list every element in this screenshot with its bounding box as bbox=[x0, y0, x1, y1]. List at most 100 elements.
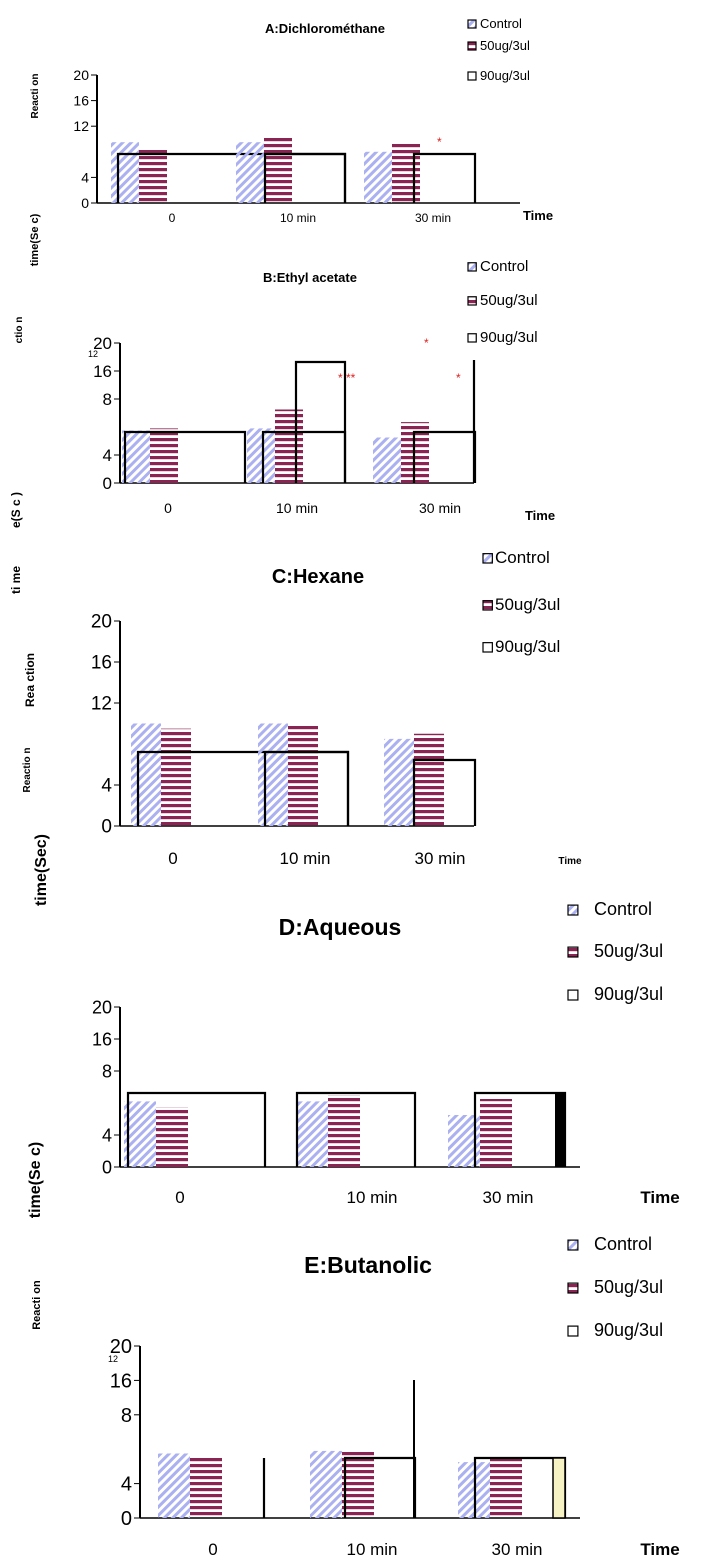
legend-label: Control bbox=[480, 16, 522, 31]
x-axis-title: Time bbox=[558, 856, 582, 867]
x-tick-label: 10 min bbox=[346, 1188, 397, 1207]
bar-90ug bbox=[295, 1091, 417, 1167]
significance-star: * bbox=[456, 371, 461, 385]
bar-control bbox=[310, 1450, 342, 1518]
bar-50ug bbox=[392, 142, 420, 203]
bar-90ug bbox=[263, 152, 347, 203]
y-axis-title: e(S c ) bbox=[9, 492, 23, 528]
legend-label: 90ug/3ul bbox=[480, 68, 530, 83]
legend-swatch bbox=[482, 600, 493, 611]
x-tick-label: 0 bbox=[169, 211, 176, 225]
y-tick-label: 0 bbox=[121, 1508, 132, 1530]
x-tick-label: 0 bbox=[168, 849, 177, 868]
y-axis-title: Reacti on bbox=[30, 73, 41, 118]
x-tick-label: 10 min bbox=[346, 1540, 397, 1559]
y-tick-label: 16 bbox=[92, 1029, 112, 1049]
y-tick-label: 20 bbox=[92, 997, 112, 1017]
x-tick-label: 30 min bbox=[491, 1540, 542, 1559]
bar-control bbox=[373, 437, 401, 483]
bar-90ug bbox=[294, 360, 347, 483]
bar-90ug bbox=[412, 152, 477, 203]
bar-control bbox=[236, 142, 264, 203]
bar-50ug bbox=[275, 409, 303, 483]
bar-50ug bbox=[490, 1457, 522, 1518]
bar-50ug bbox=[288, 723, 318, 826]
x-tick-label: 30 min bbox=[419, 500, 461, 516]
y-tick-label: 0 bbox=[81, 195, 89, 211]
x-axis-title: Time bbox=[640, 1540, 679, 1559]
legend-label: Control bbox=[480, 258, 528, 275]
chart-title: B:Ethyl acetate bbox=[263, 270, 357, 285]
y-tick-label: 0 bbox=[103, 474, 112, 493]
legend-label: 50ug/3ul bbox=[480, 38, 530, 53]
bar-50ug bbox=[190, 1457, 222, 1518]
legend-swatch bbox=[567, 946, 579, 958]
y-axis-title: Rea ction bbox=[23, 653, 37, 707]
bar-90ug bbox=[263, 750, 350, 826]
bar-control bbox=[111, 142, 139, 203]
bar-50ug bbox=[328, 1095, 360, 1167]
legend-swatch bbox=[567, 1325, 579, 1337]
bar-90ug bbox=[123, 430, 247, 483]
legend-label: Control bbox=[495, 548, 550, 567]
y-tick-label: 4 bbox=[81, 169, 89, 185]
bar-control bbox=[384, 738, 414, 826]
y-tick-label: 0 bbox=[102, 1157, 112, 1177]
significance-star: * ** bbox=[338, 371, 356, 385]
y-tick-label: 4 bbox=[102, 1125, 112, 1145]
bar-90ug bbox=[126, 1091, 267, 1167]
significance-star: * bbox=[424, 336, 429, 350]
y-tick-label: 8 bbox=[102, 1061, 112, 1081]
legend-swatch bbox=[467, 41, 477, 51]
y-tick-label: 16 bbox=[110, 1370, 132, 1392]
x-tick-label: 30 min bbox=[482, 1188, 533, 1207]
y-axis-title: time(Se c) bbox=[27, 1142, 44, 1218]
bar-control bbox=[247, 428, 275, 483]
legend-swatch bbox=[467, 296, 477, 306]
bar-control bbox=[131, 723, 161, 826]
legend-swatch bbox=[467, 333, 477, 343]
bar-control bbox=[258, 723, 288, 826]
y-axis-title: ctio n bbox=[14, 317, 25, 344]
bar-control bbox=[124, 1101, 156, 1167]
x-tick-label: 30 min bbox=[415, 211, 451, 225]
y-tick-label: 4 bbox=[101, 776, 112, 797]
y-axis-title: time(Se c) bbox=[29, 213, 41, 266]
legend-label: 90ug/3ul bbox=[480, 329, 538, 346]
chart-panel: C:Hexane 0 4 12 16 20 0 10 min 30 min Time Control… bbox=[9, 492, 582, 906]
x-axis-title: Time bbox=[523, 208, 553, 223]
legend-label: Control bbox=[594, 1234, 652, 1254]
y-tick-label: 20 bbox=[91, 612, 112, 633]
legend-label: 90ug/3ul bbox=[594, 984, 663, 1004]
y-tick-label: 20 bbox=[110, 1336, 132, 1358]
y-tick-label: 12 bbox=[91, 694, 112, 715]
bar-control bbox=[158, 1453, 190, 1518]
x-tick-label: 0 bbox=[208, 1540, 217, 1559]
bar-90ug bbox=[552, 1457, 566, 1519]
chart-title: E:Butanolic bbox=[304, 1252, 432, 1278]
legend-label: 50ug/3ul bbox=[480, 292, 538, 309]
bar-50ug bbox=[139, 148, 167, 203]
bar-50ug bbox=[161, 728, 191, 826]
legend-label: 50ug/3ul bbox=[594, 941, 663, 961]
chart-title: D:Aqueous bbox=[279, 914, 402, 940]
legend-label: 50ug/3ul bbox=[594, 1277, 663, 1297]
y-axis-title: time(Sec) bbox=[33, 834, 50, 906]
legend-swatch bbox=[567, 989, 579, 1001]
y-tick-label: 8 bbox=[103, 390, 112, 409]
legend-swatch bbox=[567, 904, 579, 916]
legend-label: 90ug/3ul bbox=[594, 1320, 663, 1340]
chart-title: C:Hexane bbox=[272, 566, 364, 588]
bar-50ug bbox=[156, 1107, 188, 1167]
legend-swatch bbox=[482, 642, 493, 653]
x-tick-label: 0 bbox=[164, 500, 172, 516]
y-tick-label: 16 bbox=[91, 653, 112, 674]
bar-50ug bbox=[480, 1099, 512, 1167]
x-tick-label: 30 min bbox=[414, 849, 465, 868]
legend-swatch bbox=[482, 553, 493, 564]
legend-label: 90ug/3ul bbox=[495, 637, 560, 656]
y-tick-label: 12 bbox=[108, 1354, 118, 1364]
